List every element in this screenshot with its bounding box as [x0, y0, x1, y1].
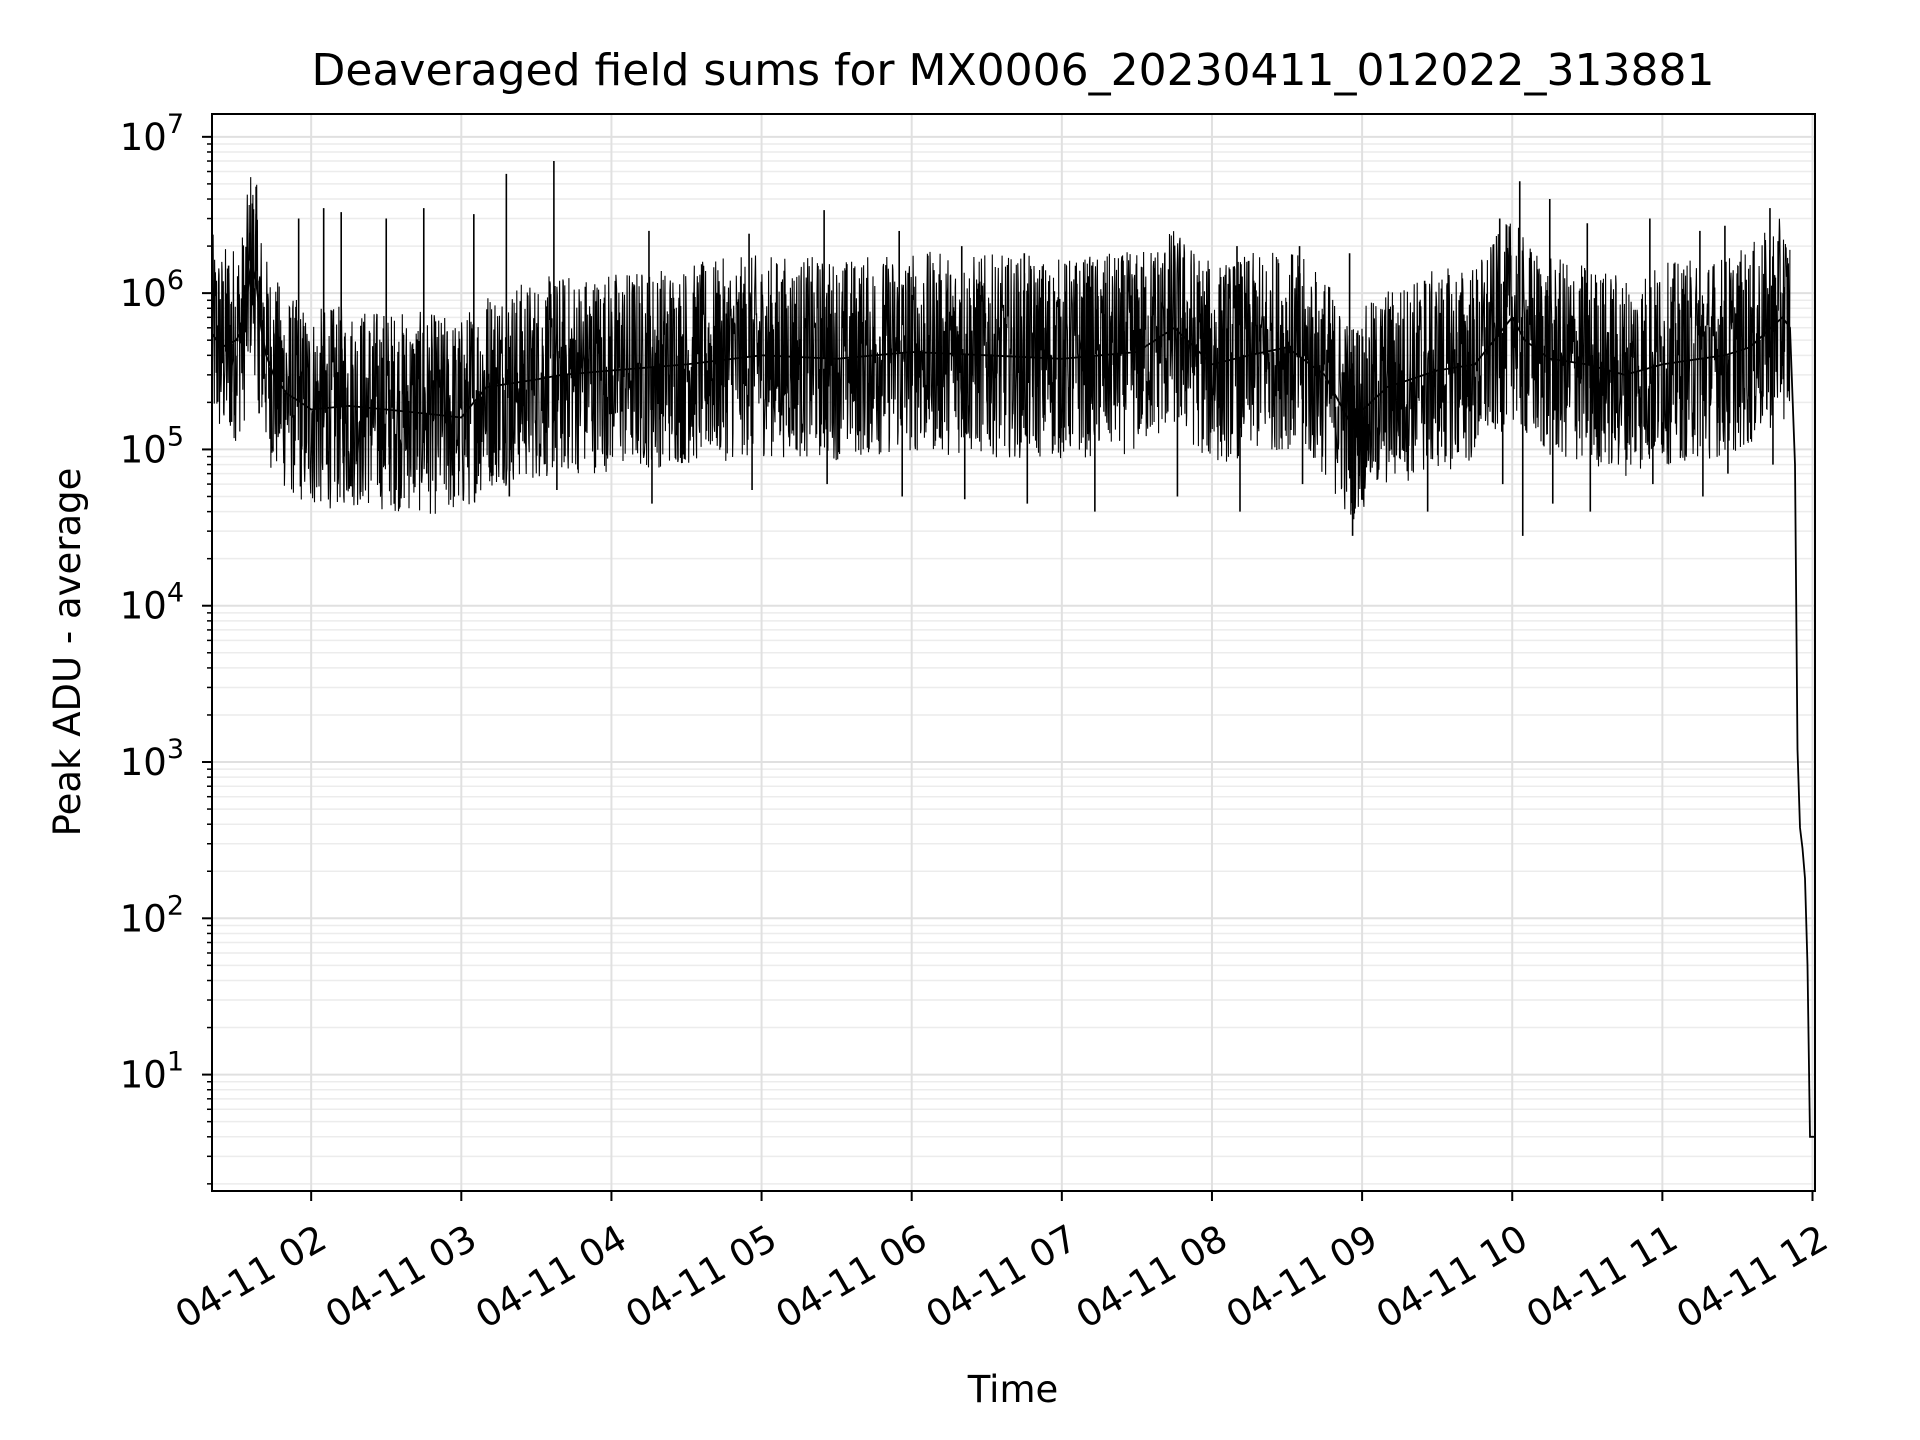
data-layer — [211, 161, 1815, 1138]
x-axis-label: Time — [967, 1368, 1059, 1411]
y-tick-label: 106 — [120, 265, 184, 315]
y-axis-label: Peak ADU - average — [46, 468, 89, 837]
y-tick-label: 102 — [120, 890, 184, 940]
series-line — [211, 260, 1815, 1138]
chart-title: Deaveraged field sums for MX0006_2023041… — [312, 45, 1715, 96]
series-noise — [211, 177, 1791, 520]
